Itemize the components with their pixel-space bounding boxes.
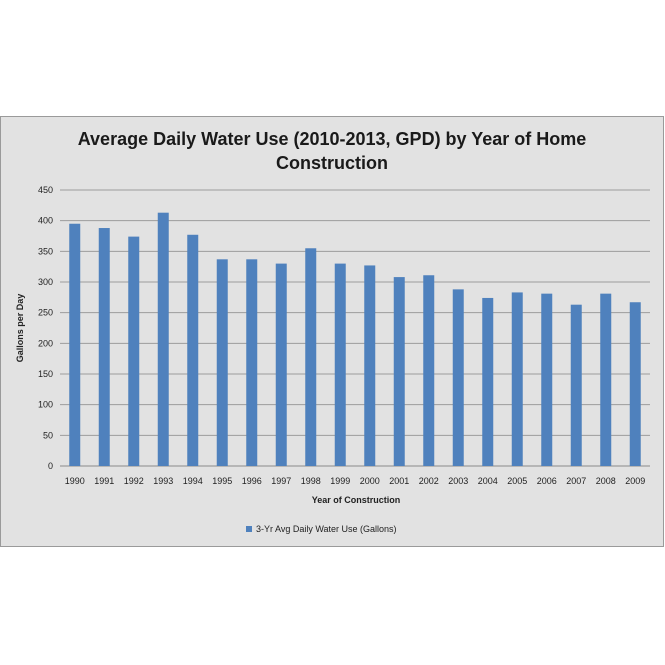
y-tick-label: 250 (38, 308, 53, 318)
x-tick-label: 2005 (507, 476, 527, 486)
bar (69, 223, 81, 466)
chart-title-line-2: Construction (276, 153, 388, 173)
x-tick-label: 2009 (625, 476, 645, 486)
x-tick-label: 1994 (183, 476, 203, 486)
bar (511, 292, 523, 466)
bar (570, 304, 582, 466)
x-tick-label: 1996 (242, 476, 262, 486)
x-tick-label: 2008 (596, 476, 616, 486)
x-tick-label: 2007 (566, 476, 586, 486)
y-tick-label: 50 (43, 430, 53, 440)
bar (157, 212, 169, 466)
x-tick-label: 1991 (94, 476, 114, 486)
y-tick-labels: 0 50 100 150 200 250 300 350 400 450 (38, 185, 53, 471)
bar (541, 293, 553, 466)
bar (364, 265, 376, 466)
y-tick-label: 350 (38, 246, 53, 256)
chart-title-line-1: Average Daily Water Use (2010-2013, GPD)… (77, 129, 587, 149)
legend: 3-Yr Avg Daily Water Use (Gallons) (246, 524, 397, 534)
bar (452, 289, 464, 466)
x-tick-label: 1992 (124, 476, 144, 486)
bar (334, 263, 346, 466)
x-tick-label: 1990 (65, 476, 85, 486)
y-axis-label: Gallons per Day (15, 294, 25, 363)
bar (629, 302, 641, 466)
bars (69, 212, 641, 466)
legend-label: 3-Yr Avg Daily Water Use (Gallons) (256, 524, 397, 534)
x-tick-labels: 1990 1991 1992 1993 1994 1995 1996 1997 1998 1999… (65, 476, 646, 486)
gridlines (60, 189, 650, 467)
bar (98, 228, 110, 466)
bar (275, 263, 287, 466)
bar (482, 297, 494, 466)
x-tick-label: 2000 (360, 476, 380, 486)
x-tick-label: 2002 (419, 476, 439, 486)
bar (246, 259, 258, 466)
bar (305, 248, 317, 466)
x-tick-label: 2004 (478, 476, 498, 486)
legend-swatch (246, 526, 252, 532)
y-tick-label: 200 (38, 338, 53, 348)
y-tick-label: 100 (38, 400, 53, 410)
x-tick-label: 1993 (153, 476, 173, 486)
x-tick-label: 1995 (212, 476, 232, 486)
y-tick-label: 300 (38, 277, 53, 287)
y-tick-label: 0 (48, 461, 53, 471)
chart-frame (0, 116, 664, 547)
bar (393, 277, 405, 466)
x-tick-label: 2001 (389, 476, 409, 486)
bar (187, 234, 199, 466)
bar (128, 236, 140, 466)
bar (216, 259, 228, 466)
x-tick-label: 2006 (537, 476, 557, 486)
x-tick-label: 1999 (330, 476, 350, 486)
x-tick-label: 1997 (271, 476, 291, 486)
y-tick-label: 400 (38, 216, 53, 226)
x-tick-label: 1998 (301, 476, 321, 486)
x-tick-label: 2003 (448, 476, 468, 486)
y-tick-label: 450 (38, 185, 53, 195)
y-tick-label: 150 (38, 369, 53, 379)
bar (600, 293, 612, 466)
x-axis-label: Year of Construction (312, 495, 401, 505)
bar (423, 275, 435, 466)
